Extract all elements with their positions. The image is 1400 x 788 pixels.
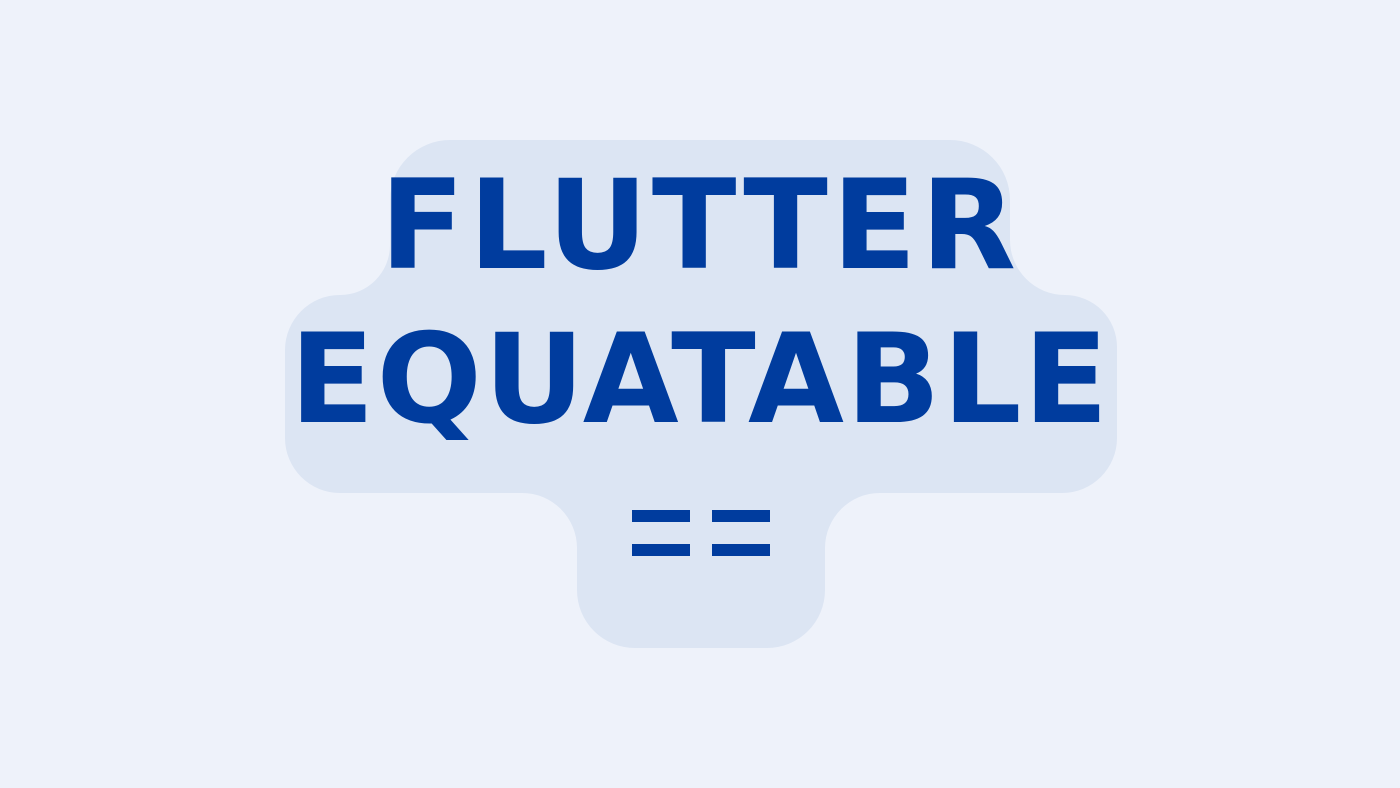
equals-bar-right-top [712, 510, 770, 522]
equals-bar-left-bottom [632, 544, 690, 556]
title-line-flutter: FLUTTER [379, 154, 1021, 298]
title-line-equatable: EQUATABLE [289, 308, 1111, 452]
equality-operator: == [632, 510, 770, 558]
equals-bar-right-bottom [712, 544, 770, 556]
equals-bar-left-top [632, 510, 690, 522]
